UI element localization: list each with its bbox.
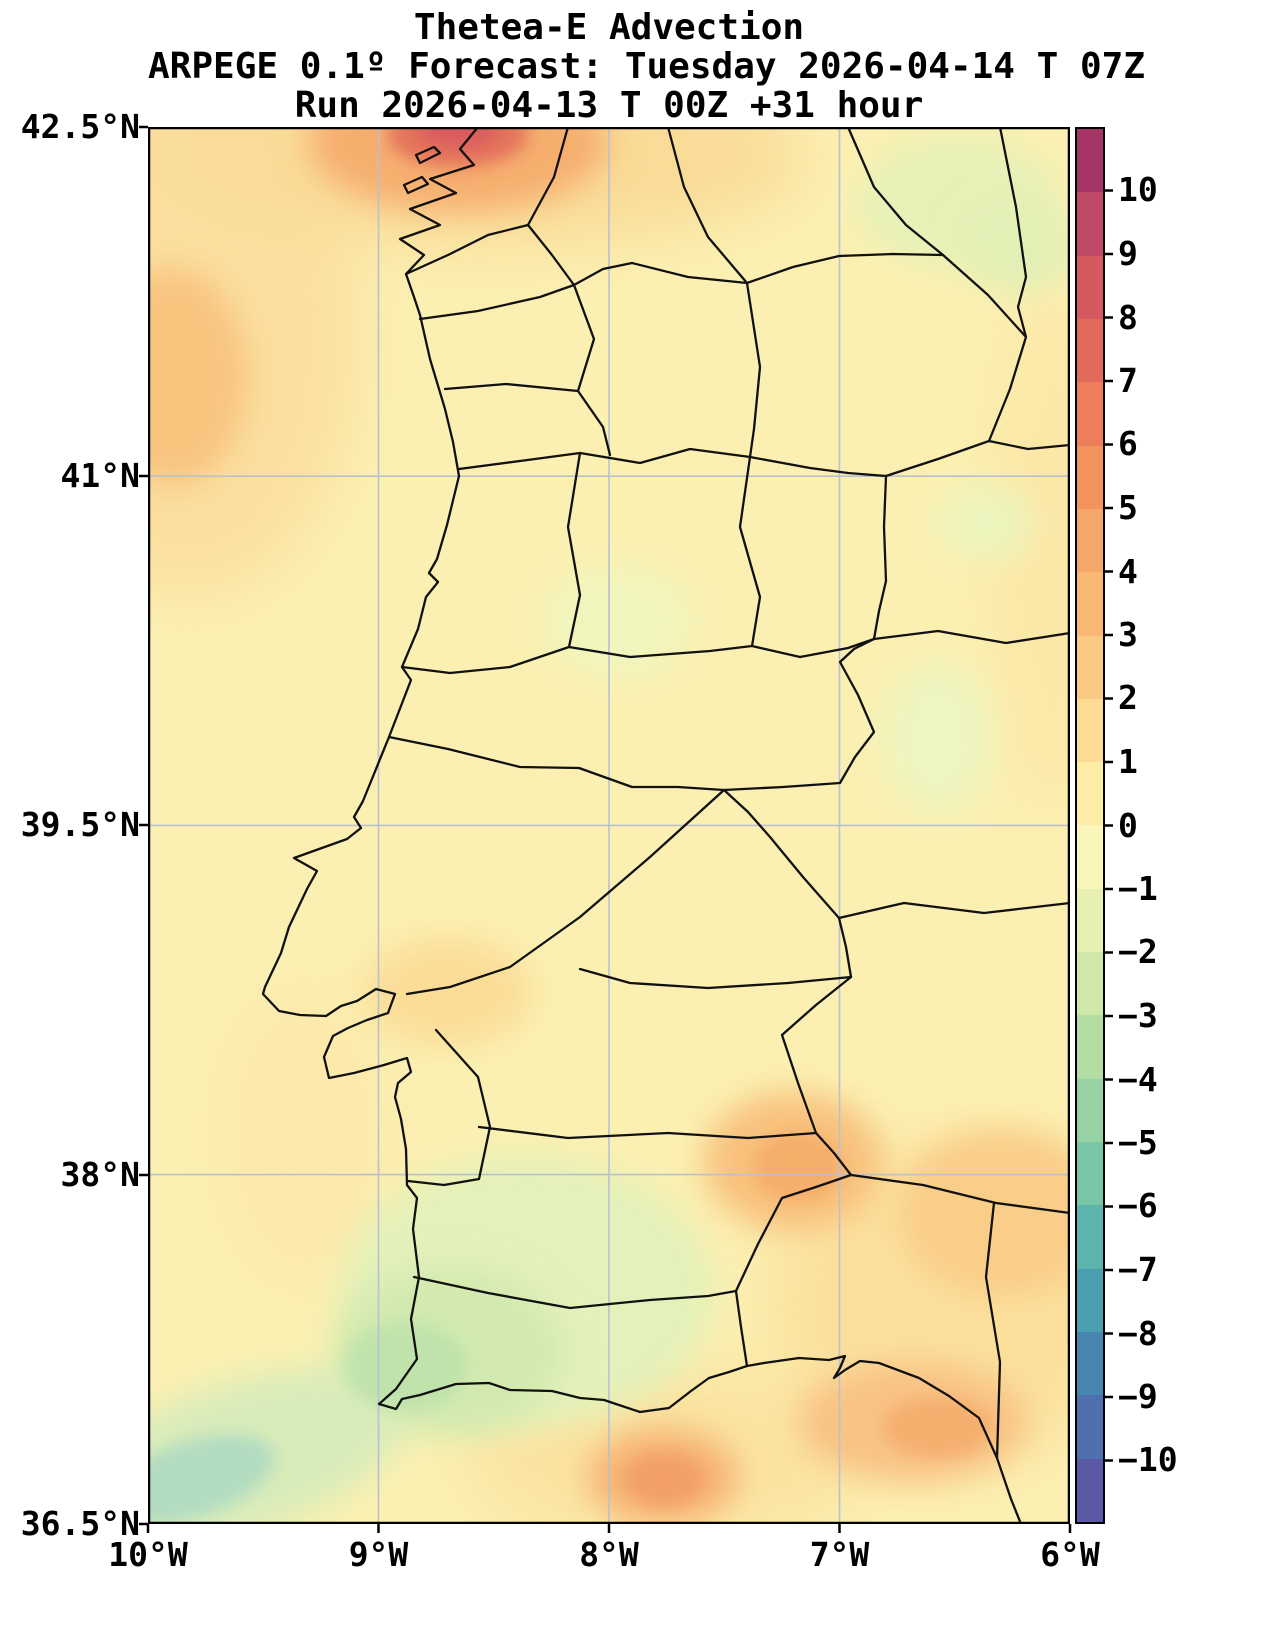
province-borders [526,127,1070,1460]
lat-tick-label: 39.5°N [20,805,140,844]
chart-subtitle-forecast: ARPEGE 0.1º Forecast: Tuesday 2026-04-14… [148,46,1145,87]
colorbar-tick-label: −4 [1118,1060,1158,1099]
colorbar-segment [1077,825,1103,889]
map-boundaries [261,127,1070,1524]
colorbar-tick-label: −7 [1118,1250,1158,1289]
chart-title: Thetea-E Advection [413,7,805,48]
colorbar-segment [1077,1331,1103,1396]
colorbar-tick-label: 7 [1118,361,1138,400]
colorbar-segment [1077,572,1103,636]
colorbar-tick-label: 2 [1118,678,1138,717]
colorbar-segment [1077,445,1103,509]
colorbar-segment [1077,255,1103,319]
colorbar-segment [1077,318,1103,383]
colorbar-tick-label: 10 [1118,170,1158,209]
colorbar-segment [1077,1458,1103,1522]
lon-tick-label: 7°W [809,1535,870,1574]
coastline [261,127,1023,1524]
colorbar-tick-label: 5 [1118,488,1138,527]
colorbar-segment [1077,192,1103,256]
district-borders [387,281,888,1310]
lat-tick-label: 38°N [60,1155,140,1194]
colorbar-segment [1077,1078,1103,1142]
country-border [404,223,1028,1368]
colorbar-segment [1077,888,1103,953]
islands [402,145,442,195]
colorbar-segment [1077,762,1103,826]
gridlines [148,127,1070,1524]
colorbar-tick-label: 0 [1118,806,1138,845]
colorbar-tick-label: −2 [1118,932,1158,971]
lon-tick-label: 6°W [1040,1535,1100,1574]
title-block: Thetea-E Advection ARPEGE 0.1º Forecast:… [148,7,1145,126]
colorbar-tick-label: 8 [1118,298,1138,337]
lon-tick-label: 9°W [348,1535,409,1574]
colorbar-segment [1077,698,1103,763]
lat-tick-label: 42.5°N [20,107,140,146]
lat-tick-label: 36.5°N [20,1504,140,1543]
colorbar-tick-label: −9 [1118,1377,1158,1416]
colorbar-tick-label: 9 [1118,234,1138,273]
colorbar-segment [1077,1395,1103,1459]
colorbar-tick-label: −5 [1118,1123,1158,1162]
lon-tick-label: 10°W [108,1535,188,1574]
colorbar-segment [1077,129,1103,193]
colorbar-segment [1077,508,1103,573]
colorbar-tick-label: −6 [1118,1186,1158,1225]
colorbar-tick-label: −1 [1118,869,1158,908]
colorbar-tick-label: 6 [1118,424,1138,463]
map-canvas [148,127,1070,1524]
lon-tick-label: 8°W [579,1535,639,1574]
colorbar-tick-label: −3 [1118,996,1158,1035]
colorbar-segment [1077,1142,1103,1206]
colorbar-tick-label: 3 [1118,615,1138,654]
colorbar-tick-label: −10 [1118,1440,1178,1479]
colorbar-tick-label: 1 [1118,742,1138,781]
colorbar-segment [1077,1205,1103,1269]
plot-frame [148,127,1070,1524]
colorbar-segment [1077,952,1103,1016]
colorbar-segment [1077,1268,1103,1332]
chart-subtitle-run: Run 2026-04-13 T 00Z +31 hour [294,85,924,126]
colorbar-segment [1077,1015,1103,1079]
colorbar-segment [1077,382,1103,446]
colorbar-segment [1077,635,1103,699]
colorbar-tick-label: 4 [1118,552,1138,591]
colorbar [1075,127,1105,1524]
lat-tick-label: 41°N [60,456,140,495]
colorbar-tick-label: −8 [1118,1314,1158,1353]
